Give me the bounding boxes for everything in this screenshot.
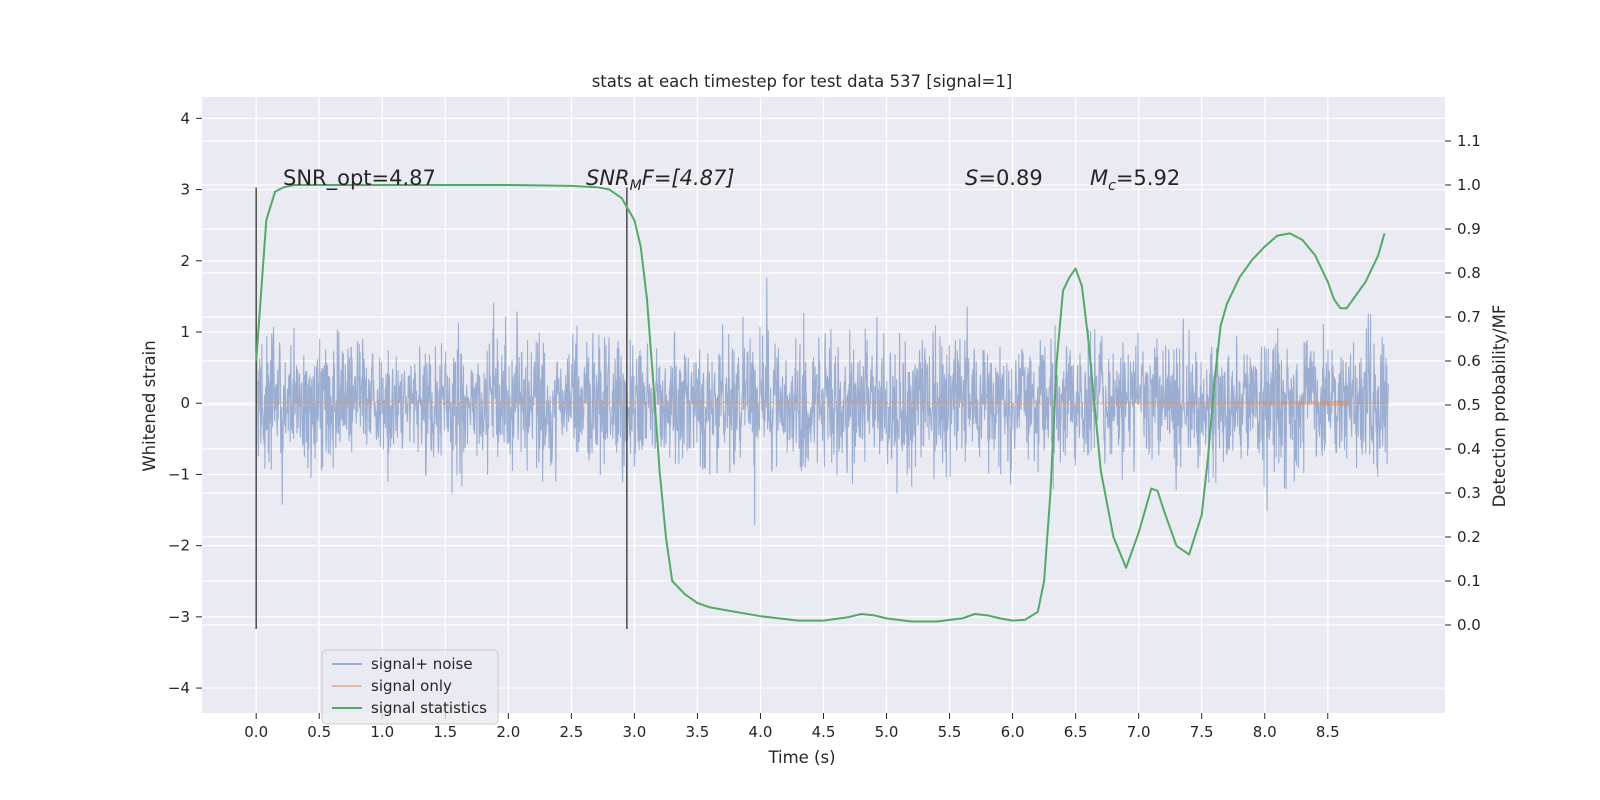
ticks: 0.0 0.5 1.0 1.5 2.0 2.5 3.0 3.5 4.0 4.5 5.0 5.5 6.0 6… bbox=[168, 109, 1481, 741]
y-right-tick-label: 0.1 bbox=[1457, 572, 1481, 590]
x-tick-label: 7.0 bbox=[1127, 723, 1151, 741]
legend-box bbox=[321, 649, 499, 725]
vertical-markers bbox=[255, 187, 628, 629]
annotation-s: S=0.89 bbox=[965, 166, 1043, 190]
x-tick-label: 5.0 bbox=[875, 723, 899, 741]
x-tick-label: 0.0 bbox=[244, 723, 268, 741]
y-tick-label: 3 bbox=[180, 181, 190, 199]
signal-statistics-series bbox=[255, 184, 1386, 623]
y-tick-label: −4 bbox=[168, 679, 190, 697]
annotation-mc-sub: c bbox=[1108, 178, 1116, 194]
x-tick-label: 2.0 bbox=[496, 723, 520, 741]
y-tick-label: 4 bbox=[180, 109, 190, 127]
signal-noise-line bbox=[255, 277, 1389, 525]
annotation-mc-rest: =5.92 bbox=[1116, 166, 1180, 190]
y-tick-label: −1 bbox=[168, 465, 190, 483]
x-tick-label: 6.5 bbox=[1064, 723, 1088, 741]
x-tick-label: 4.5 bbox=[812, 723, 836, 741]
annotation-snr-mf-sub: M bbox=[630, 178, 642, 194]
x-tick-label: 0.5 bbox=[307, 723, 331, 741]
legend-label-signal-statistics: signal statistics bbox=[371, 699, 487, 717]
annotation-snr-opt: SNR_opt=4.87 bbox=[283, 166, 436, 191]
y-tick-label: −2 bbox=[168, 537, 190, 555]
y-right-tick-label: 1.1 bbox=[1457, 132, 1481, 150]
annotation-snr-mf-base: SNR bbox=[586, 166, 630, 190]
y-right-tick-label: 0.2 bbox=[1457, 528, 1481, 546]
signal-only-series bbox=[255, 399, 1389, 408]
signal-only-line bbox=[255, 399, 1389, 408]
y-axis-title: Whitened strain bbox=[140, 340, 159, 471]
x-tick-label: 1.0 bbox=[370, 723, 394, 741]
x-tick-label: 2.5 bbox=[559, 723, 583, 741]
y-right-tick-label: 0.6 bbox=[1457, 352, 1481, 370]
x-tick-label: 3.5 bbox=[686, 723, 710, 741]
y-tick-label: 0 bbox=[180, 394, 190, 412]
annotation-s-rest: =0.89 bbox=[978, 166, 1042, 190]
y-right-tick-label: 0.9 bbox=[1457, 220, 1481, 238]
y-right-tick-label: 0.5 bbox=[1457, 396, 1481, 414]
x-tick-label: 3.0 bbox=[622, 723, 646, 741]
x-tick-label: 8.5 bbox=[1316, 723, 1340, 741]
y-right-tick-label: 0.7 bbox=[1457, 308, 1481, 326]
y-tick-label: 1 bbox=[180, 323, 190, 341]
annotation-s-var: S bbox=[965, 166, 978, 190]
y-right-tick-label: 1.0 bbox=[1457, 176, 1481, 194]
x-tick-label: 5.5 bbox=[938, 723, 962, 741]
x-tick-label: 1.5 bbox=[433, 723, 457, 741]
x-axis-title: Time (s) bbox=[767, 748, 835, 767]
y-tick-label: 2 bbox=[180, 252, 190, 270]
annotation-mc-var: M bbox=[1090, 166, 1108, 190]
x-tick-label: 8.0 bbox=[1253, 723, 1277, 741]
x-tick-label: 7.5 bbox=[1190, 723, 1214, 741]
y-right-tick-label: 0.8 bbox=[1457, 264, 1481, 282]
annotation-snr-mf-rest: F=[4.87] bbox=[642, 166, 735, 190]
chart-title: stats at each timestep for test data 537… bbox=[592, 72, 1013, 91]
y-tick-label: −3 bbox=[168, 608, 190, 626]
signal-statistics-line bbox=[255, 184, 1386, 623]
y-right-tick-label: 0.3 bbox=[1457, 484, 1481, 502]
legend-label-signal-noise: signal+ noise bbox=[371, 655, 473, 673]
signal-noise-series bbox=[255, 277, 1389, 525]
annotation-snr-mf: SNRMF=[4.87] bbox=[586, 166, 735, 194]
annotation-mc: Mc=5.92 bbox=[1090, 166, 1180, 194]
legend: signal+ noise signal only signal statist… bbox=[321, 649, 499, 725]
x-tick-label: 6.0 bbox=[1001, 723, 1025, 741]
y-right-tick-label: 0.4 bbox=[1457, 440, 1481, 458]
y-right-tick-label: 0.0 bbox=[1457, 616, 1481, 634]
legend-label-signal-only: signal only bbox=[371, 677, 452, 695]
x-tick-label: 4.0 bbox=[749, 723, 773, 741]
y-axis-right-title: Detection probability/MF bbox=[1490, 305, 1509, 508]
